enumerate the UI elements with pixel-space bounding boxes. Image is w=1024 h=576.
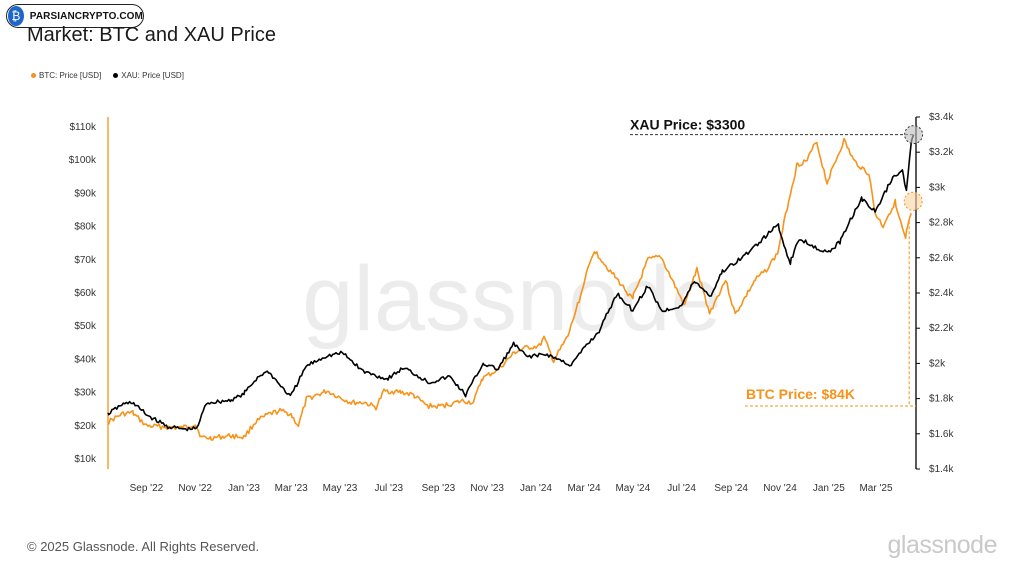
chart-legend: BTC: Price [USD] XAU: Price [USD]	[31, 71, 184, 80]
xau-annotation-label: XAU Price: $3300	[630, 117, 745, 133]
legend-item-xau[interactable]: XAU: Price [USD]	[113, 71, 184, 80]
y-right-tick-label-6: $2.6k	[929, 253, 954, 264]
legend-item-btc[interactable]: BTC: Price [USD]	[31, 71, 101, 80]
y-right-tick-label-4: $2.2k	[929, 323, 954, 334]
x-tick-label-5: Jul '23	[375, 483, 404, 494]
y-right-tick-label-10: $3.4k	[929, 112, 954, 123]
x-tick-label-8: Jan '24	[520, 483, 552, 494]
x-tick-label-12: Sep '24	[714, 483, 748, 494]
y-left-tick-label-8: $90k	[74, 188, 97, 199]
y-left-tick-label-9: $100k	[69, 155, 97, 166]
watermark-text: glassnode	[302, 248, 721, 350]
y-right-tick-label-3: $2k	[929, 358, 946, 369]
chart-title: Market: BTC and XAU Price	[27, 24, 276, 46]
y-left-tick-label-6: $70k	[74, 255, 97, 266]
y-right-tick-label-8: $3k	[929, 182, 946, 193]
x-tick-label-7: Nov '23	[470, 483, 504, 494]
bitcoin-icon: ₿	[8, 6, 24, 26]
x-tick-label-2: Jan '23	[228, 483, 260, 494]
x-tick-label-10: May '24	[615, 483, 650, 494]
y-left-tick-label-2: $30k	[74, 388, 97, 399]
x-tick-label-11: Jul '24	[667, 483, 696, 494]
x-tick-label-9: Mar '24	[567, 483, 600, 494]
site-badge-text: PARSIANCRYPTO.COM	[29, 10, 143, 22]
brand-logo-text: glassnode	[887, 531, 998, 559]
xau-price-line	[107, 134, 915, 432]
btc-highlight-circle	[903, 191, 923, 211]
y-right-tick-label-5: $2.4k	[929, 288, 954, 299]
x-tick-label-6: Sep '23	[422, 483, 456, 494]
x-tick-label-13: Nov '24	[763, 483, 797, 494]
legend-dot-btc	[31, 73, 36, 78]
y-right-tick-label-1: $1.6k	[929, 429, 954, 440]
btc-annotation-label: BTC Price: $84K	[746, 386, 855, 402]
legend-label-xau: XAU: Price [USD]	[121, 71, 184, 80]
x-tick-label-0: Sep '22	[130, 483, 164, 494]
y-left-tick-label-10: $110k	[69, 122, 97, 133]
copyright-footer: © 2025 Glassnode. All Rights Reserved.	[27, 539, 260, 554]
y-right-tick-label-2: $1.8k	[929, 394, 954, 405]
site-badge[interactable]: ₿ PARSIANCRYPTO.COM	[6, 4, 144, 28]
y-left-tick-label-7: $80k	[74, 222, 97, 233]
xau-highlight-circle	[904, 125, 924, 145]
legend-label-btc: BTC: Price [USD]	[39, 71, 102, 80]
y-right-tick-label-0: $1.4k	[929, 464, 954, 475]
y-left-tick-label-4: $50k	[74, 321, 97, 332]
y-left-tick-label-3: $40k	[74, 354, 97, 365]
btc-price-line	[107, 137, 912, 441]
x-tick-label-14: Jan '25	[813, 483, 845, 494]
x-tick-label-3: Mar '23	[275, 483, 308, 494]
legend-dot-xau	[113, 73, 119, 78]
y-right-tick-label-7: $2.8k	[929, 218, 954, 229]
x-tick-label-4: May '23	[323, 483, 358, 494]
x-tick-label-15: Mar '25	[859, 483, 892, 494]
y-left-tick-label-0: $10k	[74, 454, 97, 465]
x-tick-label-1: Nov '22	[178, 483, 212, 494]
y-right-tick-label-9: $3.2k	[929, 147, 954, 158]
y-left-tick-label-5: $60k	[74, 288, 97, 299]
y-left-tick-label-1: $20k	[74, 421, 97, 432]
